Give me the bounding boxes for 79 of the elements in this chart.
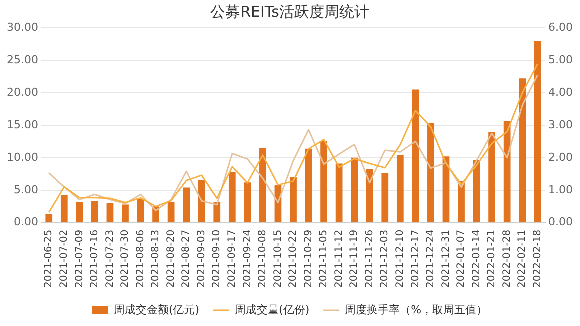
bar bbox=[244, 182, 252, 222]
x-tick-label: 2021-09-03 bbox=[196, 230, 208, 288]
x-tick-label: 2022-01-14 bbox=[471, 230, 482, 288]
bar bbox=[168, 202, 175, 222]
bar bbox=[76, 202, 84, 222]
x-tick-label: 2021-11-26 bbox=[364, 230, 376, 288]
y2-tick-label: 5.00 bbox=[548, 53, 574, 66]
bar bbox=[534, 40, 542, 222]
y2-tick-label: 3.00 bbox=[548, 118, 574, 132]
x-tick-label: 2021-07-23 bbox=[104, 230, 116, 288]
x-tick-label: 2022-02-11 bbox=[517, 230, 528, 288]
x-tick-label: 2021-11-19 bbox=[349, 230, 360, 288]
x-tick-label: 2021-07-30 bbox=[120, 230, 132, 288]
bar bbox=[504, 122, 511, 222]
x-tick-label: 2021-06-25 bbox=[44, 230, 55, 288]
bar bbox=[290, 177, 297, 222]
x-tick-label: 2021-07-02 bbox=[58, 230, 70, 288]
bar bbox=[305, 148, 312, 222]
x-tick-label: 2021-08-20 bbox=[166, 230, 177, 288]
y2-tick-label: 1.00 bbox=[548, 183, 574, 196]
bar bbox=[122, 204, 129, 222]
x-tick-label: 2021-10-15 bbox=[272, 230, 284, 288]
x-tick-label: 2021-09-24 bbox=[242, 230, 254, 288]
bar bbox=[382, 174, 389, 222]
y-tick-label: 5.00 bbox=[14, 183, 38, 196]
y2-tick-label: 4.00 bbox=[548, 86, 574, 99]
x-tick-label: 2022-01-28 bbox=[502, 230, 513, 288]
x-tick-label: 2021-07-09 bbox=[74, 230, 86, 288]
bar bbox=[228, 172, 236, 222]
bar bbox=[92, 201, 98, 222]
x-tick-label: 2021-12-31 bbox=[440, 230, 452, 288]
y-tick-label: 20.00 bbox=[6, 86, 38, 99]
chart-title: 公募REITs活跃度周统计 bbox=[210, 2, 370, 21]
bar bbox=[46, 214, 53, 222]
x-tick-label: 2021-12-17 bbox=[410, 230, 422, 288]
y2-tick-label: 0.00 bbox=[548, 216, 574, 229]
bar bbox=[60, 194, 68, 222]
y-tick-label: 15.00 bbox=[6, 118, 38, 132]
bar bbox=[183, 188, 190, 222]
x-tick-label: 2022-01-07 bbox=[456, 230, 468, 288]
x-tick-label: 2021-08-27 bbox=[181, 230, 192, 288]
bar bbox=[396, 155, 404, 222]
bar bbox=[412, 90, 420, 222]
bar bbox=[336, 164, 343, 222]
bar bbox=[198, 180, 206, 222]
x-tick-label: 2021-09-17 bbox=[227, 230, 238, 288]
x-tick-label: 2021-10-29 bbox=[303, 230, 314, 288]
x-tick-label: 2021-11-05 bbox=[318, 230, 330, 288]
x-tick-label: 2021-10-22 bbox=[288, 230, 300, 288]
x-tick-label: 2021-08-13 bbox=[150, 230, 162, 288]
x-tick-label: 2021-08-06 bbox=[135, 230, 146, 288]
x-tick-label: 2021-12-03 bbox=[380, 230, 391, 288]
x-tick-label: 2021-09-10 bbox=[212, 230, 223, 288]
x-tick-label: 2021-12-24 bbox=[426, 230, 437, 288]
legend-label: 周成交金额(亿元) bbox=[114, 303, 200, 316]
bar bbox=[351, 158, 358, 222]
y-tick-label: 0.00 bbox=[14, 216, 38, 229]
y2-tick-label: 6.00 bbox=[548, 20, 574, 34]
x-tick-label: 2021-10-08 bbox=[258, 230, 269, 288]
y-tick-label: 10.00 bbox=[6, 150, 38, 164]
x-tick-label: 2022-01-21 bbox=[486, 230, 498, 288]
x-tick-label: 2021-11-12 bbox=[334, 230, 345, 288]
bar bbox=[519, 78, 526, 222]
x-tick-label: 2021-07-16 bbox=[90, 230, 101, 288]
bar bbox=[106, 203, 114, 222]
y-tick-label: 25.00 bbox=[6, 53, 38, 66]
x-tick-label: 2022-02-18 bbox=[532, 230, 544, 288]
bar bbox=[428, 123, 434, 222]
x-tick-label: 2021-12-10 bbox=[395, 230, 406, 288]
bar bbox=[488, 132, 496, 222]
bar bbox=[137, 200, 144, 222]
bar bbox=[320, 141, 328, 222]
bar bbox=[260, 148, 266, 222]
y-tick-label: 30.00 bbox=[6, 20, 38, 34]
bar bbox=[366, 168, 374, 222]
legend-label: 周成交量(亿份) bbox=[235, 303, 310, 316]
legend-label: 周度换手率（%，取周五值） bbox=[345, 303, 488, 316]
y2-tick-label: 2.00 bbox=[548, 150, 574, 164]
bar bbox=[214, 202, 221, 222]
